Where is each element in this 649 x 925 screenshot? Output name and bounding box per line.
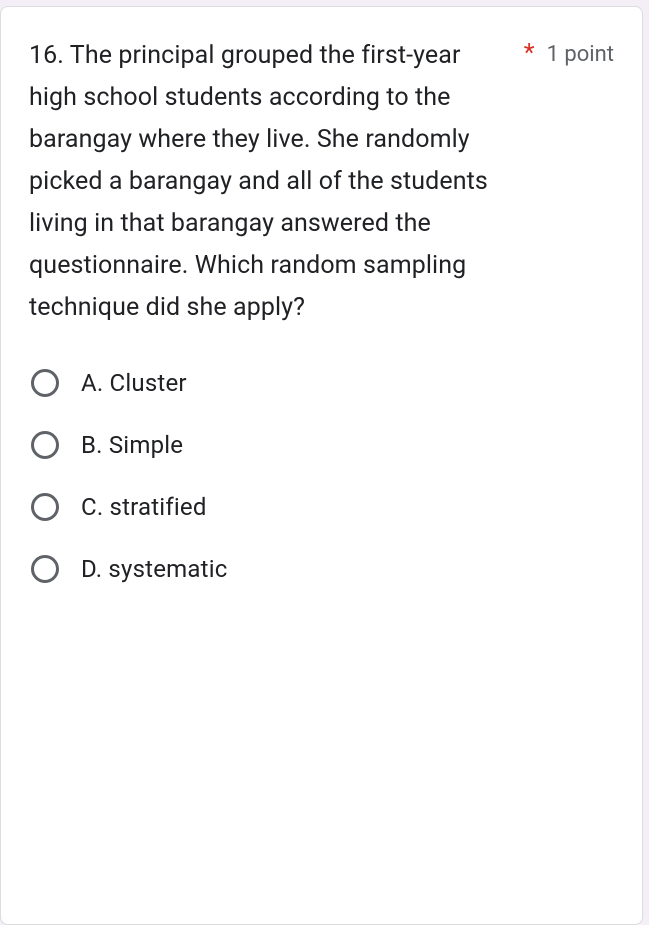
option-c[interactable]: C. stratified — [31, 493, 614, 521]
option-a[interactable]: A. Cluster — [31, 369, 614, 397]
radio-icon — [31, 369, 59, 397]
option-b[interactable]: B. Simple — [31, 431, 614, 459]
question-text: 16. The principal grouped the first-year… — [29, 35, 510, 329]
question-header: 16. The principal grouped the first-year… — [29, 35, 614, 329]
option-label: D. systematic — [81, 555, 228, 583]
options-group: A. Cluster B. Simple C. stratified D. sy… — [29, 369, 614, 583]
radio-icon — [31, 431, 59, 459]
option-d[interactable]: D. systematic — [31, 555, 614, 583]
radio-icon — [31, 555, 59, 583]
radio-icon — [31, 493, 59, 521]
question-body: 16. The principal grouped the first-year… — [29, 41, 488, 322]
question-card: 16. The principal grouped the first-year… — [0, 6, 643, 925]
option-label: A. Cluster — [81, 369, 187, 397]
option-label: B. Simple — [81, 431, 183, 459]
required-asterisk: * — [524, 35, 535, 73]
points-label: 1 point — [547, 35, 614, 72]
option-label: C. stratified — [81, 493, 207, 521]
